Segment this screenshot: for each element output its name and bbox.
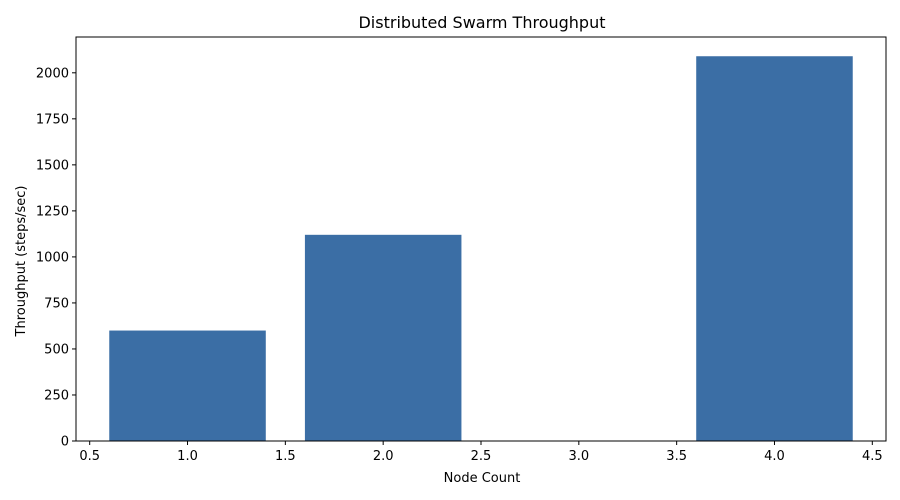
x-axis-label: Node Count	[444, 471, 521, 486]
x-tick-label: 2.5	[471, 449, 492, 464]
x-tick-label: 4.5	[862, 449, 883, 464]
y-axis-ticks: 0 250 500 750 1000 1250 1500 1750 2000	[36, 66, 76, 450]
y-tick-label: 0	[61, 435, 69, 450]
y-axis-label: Throughput (steps/sec)	[14, 186, 29, 338]
x-tick-label: 1.0	[177, 449, 198, 464]
y-tick-label: 250	[44, 388, 69, 403]
chart-title: Distributed Swarm Throughput	[358, 13, 605, 32]
x-tick-label: 2.0	[373, 449, 394, 464]
y-tick-label: 750	[44, 296, 69, 311]
x-tick-label: 1.5	[275, 449, 296, 464]
y-tick-label: 500	[44, 342, 69, 357]
y-tick-label: 2000	[36, 66, 69, 81]
y-tick-label: 1250	[36, 204, 69, 219]
y-tick-label: 1500	[36, 158, 69, 173]
bar-node-1	[109, 330, 266, 441]
bar-node-2	[304, 234, 462, 441]
y-tick-label: 1750	[36, 112, 69, 127]
bars-group	[109, 56, 853, 441]
x-axis-ticks: 0.5 1.0 1.5 2.0 2.5 3.0 3.5 4.0 4.5	[79, 441, 883, 464]
y-tick-label: 1000	[36, 250, 69, 265]
x-tick-label: 0.5	[79, 449, 100, 464]
x-tick-label: 4.0	[764, 449, 785, 464]
x-tick-label: 3.0	[568, 449, 589, 464]
bar-node-4	[696, 56, 853, 441]
x-tick-label: 3.5	[666, 449, 687, 464]
